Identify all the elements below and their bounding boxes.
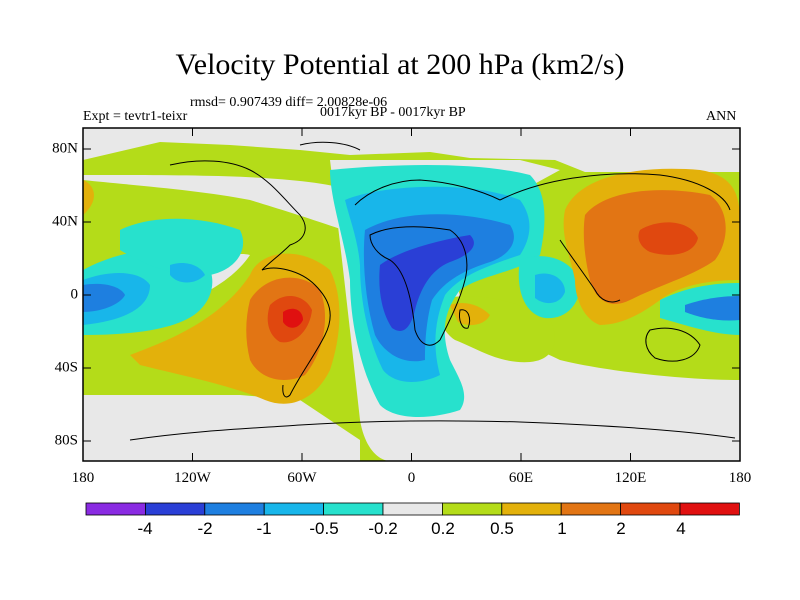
y-tick-label: 80S	[54, 432, 78, 449]
colorbar-swatch	[501, 502, 562, 516]
y-tick-label: 40N	[52, 213, 78, 230]
colorbar-swatch	[382, 502, 443, 516]
y-tick-label: 80N	[52, 140, 78, 157]
colorbar-label: -0.5	[309, 519, 339, 538]
y-tick-label: 40S	[54, 359, 78, 376]
colorbar-label: 0.5	[490, 519, 514, 538]
colorbar-swatch	[560, 502, 622, 516]
experiment-label: Expt = tevtr1-teixr	[83, 109, 188, 124]
y-tick-label: 0	[70, 286, 79, 303]
x-tick-label: 60E	[508, 470, 534, 486]
x-tick-marks	[82, 128, 741, 461]
colorbar-label: -2	[197, 519, 213, 538]
colorbar-label: 0.2	[431, 519, 455, 538]
season-label: ANN	[706, 109, 737, 124]
colorbar-label: 1	[557, 519, 567, 538]
colorbar-swatch	[263, 502, 325, 516]
colorbar-label: -0.2	[368, 519, 398, 538]
y-tick-marks	[83, 148, 740, 442]
x-tick-label: 120W	[174, 470, 211, 486]
x-tick-label: 60W	[287, 470, 317, 486]
map-title: Velocity Potential at 200 hPa (km2/s)	[175, 48, 625, 81]
x-tick-label: 120E	[614, 470, 647, 486]
velocity-potential-field	[83, 128, 740, 461]
colorbar-swatch	[620, 502, 681, 516]
x-tick-label: 0	[407, 470, 416, 486]
colorbar	[85, 502, 740, 516]
colorbar-swatch	[85, 502, 146, 516]
colorbar-swatch	[441, 502, 503, 516]
colorbar-label: 2	[616, 519, 626, 538]
colorbar-swatch	[204, 502, 265, 516]
colorbar-swatch	[679, 502, 740, 516]
stats-label: rmsd= 0.907439 diff= 2.00828e-06	[190, 95, 388, 110]
colorbar-swatch	[323, 502, 384, 516]
period-label: 0017kyr BP - 0017kyr BP	[320, 105, 466, 120]
colorbar-label: 4	[676, 519, 686, 538]
x-tick-label: 180	[728, 470, 752, 486]
x-tick-label: 180	[71, 470, 95, 486]
colorbar-label: -1	[256, 519, 272, 538]
colorbar-swatch	[144, 502, 206, 516]
colorbar-label: -4	[137, 519, 153, 538]
coastlines	[129, 141, 736, 441]
